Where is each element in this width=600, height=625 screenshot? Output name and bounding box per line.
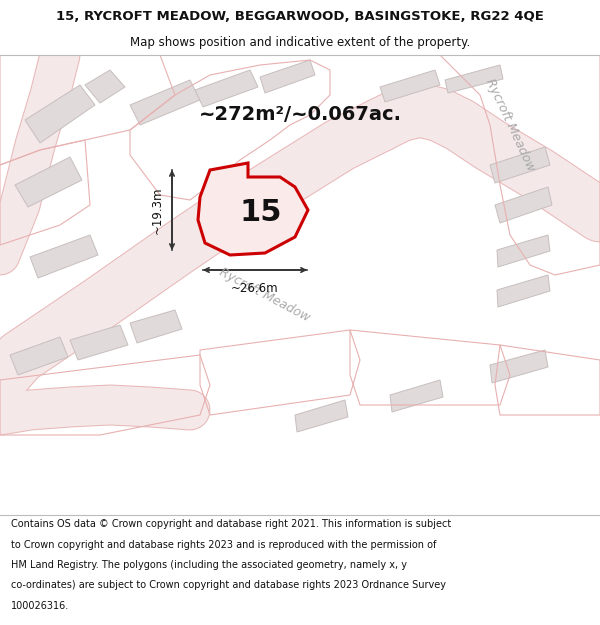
- Polygon shape: [198, 163, 308, 255]
- Text: Rycroft Meadow: Rycroft Meadow: [217, 266, 313, 324]
- Polygon shape: [497, 275, 550, 307]
- Text: Rycroft Meadow: Rycroft Meadow: [483, 77, 537, 173]
- Polygon shape: [497, 235, 550, 267]
- Polygon shape: [295, 400, 348, 432]
- Polygon shape: [490, 350, 548, 383]
- Polygon shape: [195, 70, 258, 107]
- Polygon shape: [130, 80, 200, 125]
- Text: ~272m²/~0.067ac.: ~272m²/~0.067ac.: [199, 106, 401, 124]
- Text: 15: 15: [239, 198, 282, 227]
- Polygon shape: [85, 70, 125, 103]
- Text: to Crown copyright and database rights 2023 and is reproduced with the permissio: to Crown copyright and database rights 2…: [11, 540, 436, 550]
- Text: 100026316.: 100026316.: [11, 601, 69, 611]
- Text: HM Land Registry. The polygons (including the associated geometry, namely x, y: HM Land Registry. The polygons (includin…: [11, 560, 407, 570]
- Polygon shape: [10, 337, 68, 375]
- Text: Map shows position and indicative extent of the property.: Map shows position and indicative extent…: [130, 36, 470, 49]
- Text: co-ordinates) are subject to Crown copyright and database rights 2023 Ordnance S: co-ordinates) are subject to Crown copyr…: [11, 581, 446, 591]
- Polygon shape: [130, 310, 182, 343]
- Text: 15, RYCROFT MEADOW, BEGGARWOOD, BASINGSTOKE, RG22 4QE: 15, RYCROFT MEADOW, BEGGARWOOD, BASINGST…: [56, 10, 544, 23]
- Polygon shape: [495, 187, 552, 223]
- Text: ~26.6m: ~26.6m: [231, 282, 279, 295]
- Polygon shape: [380, 70, 440, 102]
- Polygon shape: [390, 380, 443, 412]
- Polygon shape: [30, 235, 98, 278]
- Polygon shape: [490, 147, 550, 183]
- Polygon shape: [445, 65, 503, 93]
- Polygon shape: [15, 157, 82, 207]
- Text: ~19.3m: ~19.3m: [151, 186, 164, 234]
- Polygon shape: [25, 85, 95, 143]
- Polygon shape: [70, 325, 128, 360]
- Text: Contains OS data © Crown copyright and database right 2021. This information is : Contains OS data © Crown copyright and d…: [11, 519, 451, 529]
- Polygon shape: [260, 60, 315, 93]
